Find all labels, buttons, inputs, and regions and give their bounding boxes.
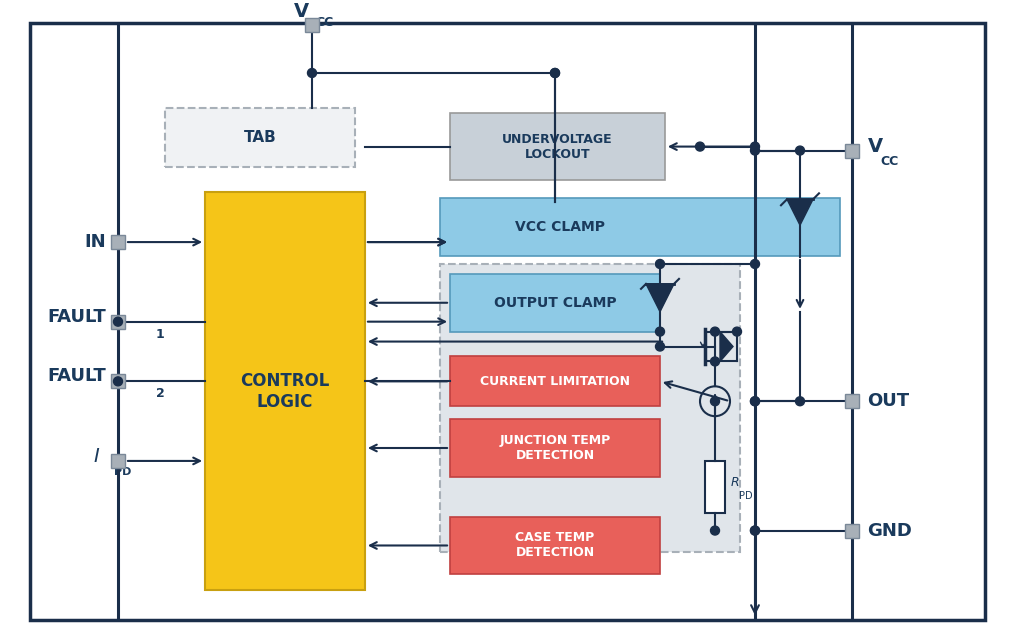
Circle shape [750, 526, 759, 535]
Circle shape [711, 357, 720, 366]
Bar [845, 144, 859, 158]
Circle shape [307, 68, 316, 77]
Text: FAULT: FAULT [48, 367, 106, 385]
Text: $\mathregular{V}$: $\mathregular{V}$ [293, 2, 310, 21]
Circle shape [711, 327, 720, 336]
Circle shape [114, 377, 123, 386]
Bar [440, 198, 840, 256]
Circle shape [796, 146, 804, 155]
Circle shape [655, 260, 664, 269]
Circle shape [796, 397, 804, 406]
Bar [845, 524, 859, 538]
Text: $\mathit{I}$: $\mathit{I}$ [92, 447, 100, 466]
Polygon shape [646, 284, 674, 312]
Text: JUNCTION TEMP
DETECTION: JUNCTION TEMP DETECTION [499, 434, 610, 462]
Text: 1: 1 [156, 328, 164, 341]
Bar [450, 357, 660, 406]
Text: $\mathregular{V}$: $\mathregular{V}$ [867, 137, 884, 156]
Bar [111, 375, 125, 389]
Circle shape [711, 526, 720, 535]
Circle shape [551, 68, 560, 77]
Bar [705, 461, 725, 513]
Bar [305, 19, 319, 32]
Text: OUTPUT CLAMP: OUTPUT CLAMP [494, 296, 617, 310]
Bar [165, 108, 355, 168]
Text: FAULT: FAULT [48, 308, 106, 325]
Bar [845, 394, 859, 408]
Circle shape [711, 397, 720, 406]
Bar [450, 274, 660, 332]
Text: PD: PD [739, 491, 752, 501]
Text: GND: GND [867, 522, 912, 540]
Circle shape [750, 397, 759, 406]
Circle shape [750, 146, 759, 155]
Bar [205, 192, 365, 590]
Bar [450, 113, 665, 181]
Circle shape [732, 327, 741, 336]
Text: TAB: TAB [243, 130, 277, 145]
Text: UNDERVOLTAGE
LOCKOUT: UNDERVOLTAGE LOCKOUT [502, 133, 612, 161]
Text: 2: 2 [156, 387, 164, 400]
Text: PD: PD [114, 467, 132, 477]
Text: CONTROL
LOGIC: CONTROL LOGIC [240, 372, 330, 411]
Polygon shape [787, 199, 813, 225]
Circle shape [696, 142, 705, 151]
Bar [450, 419, 660, 477]
Bar [111, 315, 125, 329]
Text: IN: IN [84, 233, 106, 251]
Bar [440, 264, 740, 553]
Text: $\mathit{R}$: $\mathit{R}$ [730, 477, 739, 489]
Text: OUT: OUT [867, 392, 910, 410]
Bar [111, 454, 125, 468]
Circle shape [750, 260, 759, 269]
Circle shape [655, 342, 664, 351]
Text: CC: CC [315, 17, 334, 29]
Circle shape [551, 68, 560, 77]
Bar [111, 235, 125, 249]
Circle shape [114, 317, 123, 326]
Text: CURRENT LIMITATION: CURRENT LIMITATION [480, 375, 630, 388]
Circle shape [655, 327, 664, 336]
Polygon shape [720, 332, 733, 362]
Circle shape [750, 142, 759, 151]
Text: VCC CLAMP: VCC CLAMP [515, 220, 605, 234]
Bar [450, 517, 660, 574]
Text: CC: CC [880, 154, 898, 168]
Text: CASE TEMP
DETECTION: CASE TEMP DETECTION [515, 531, 594, 560]
Circle shape [750, 526, 759, 535]
Circle shape [750, 397, 759, 406]
